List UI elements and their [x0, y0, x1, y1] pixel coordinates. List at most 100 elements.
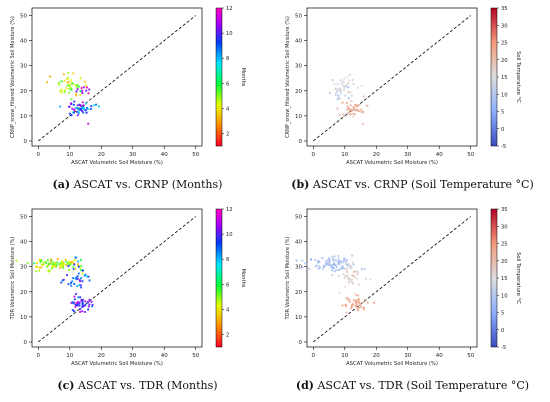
data-point	[81, 280, 84, 283]
data-point	[76, 104, 79, 107]
data-point	[66, 81, 69, 84]
data-point	[301, 266, 304, 269]
data-point	[77, 260, 80, 263]
data-point	[60, 88, 64, 91]
data-point	[66, 263, 69, 266]
data-point	[346, 298, 350, 301]
data-point	[71, 107, 74, 110]
data-point	[349, 265, 352, 268]
data-point	[48, 75, 52, 78]
data-point	[331, 255, 334, 258]
y-tick-label: 40	[295, 39, 302, 45]
data-point	[58, 262, 61, 266]
data-point	[363, 298, 366, 301]
data-point	[346, 274, 349, 277]
data-point	[345, 267, 348, 270]
data-point	[339, 89, 342, 92]
data-point	[344, 94, 347, 97]
data-point	[64, 258, 67, 261]
data-point	[356, 86, 359, 89]
data-point	[81, 272, 84, 275]
data-point	[73, 100, 76, 103]
data-point	[75, 278, 78, 281]
data-point	[351, 261, 354, 264]
data-point	[332, 257, 335, 260]
colorbar-tick-label: 10	[226, 232, 233, 238]
data-point	[344, 285, 347, 288]
data-point	[317, 267, 320, 270]
data-point	[354, 270, 357, 273]
colorbar-tick-label: 4	[226, 307, 230, 313]
data-point	[74, 256, 77, 259]
data-point	[71, 277, 75, 280]
x-tick-label: 40	[436, 152, 443, 158]
data-point	[90, 105, 93, 108]
data-point	[47, 269, 50, 272]
data-point	[71, 308, 74, 312]
data-point	[74, 267, 77, 270]
data-point	[362, 306, 365, 309]
data-point	[337, 263, 341, 266]
data-point	[78, 284, 81, 287]
x-tick-label: 10	[341, 353, 348, 359]
data-point	[77, 110, 80, 113]
data-point	[72, 103, 76, 106]
data-point	[85, 89, 88, 92]
data-point	[61, 265, 65, 269]
plot-area	[31, 208, 203, 348]
data-point	[84, 84, 87, 87]
data-point	[87, 92, 90, 95]
data-point	[60, 281, 63, 284]
data-point	[61, 279, 64, 282]
panel-d: 0 10 20 30 40 50 0 10 20 30 40 50 ASCAT Volumetric S…	[275, 201, 550, 402]
data-point	[50, 265, 54, 268]
data-point	[305, 262, 308, 266]
data-point	[82, 106, 85, 109]
y-tick-label: 30	[20, 64, 27, 70]
data-point	[357, 301, 360, 304]
data-point	[70, 98, 73, 101]
y-axis-label: CRNP_snow_filtered Volumetric Soil Moist…	[10, 16, 16, 138]
data-point	[86, 300, 90, 303]
data-point	[345, 311, 348, 314]
data-point	[344, 259, 347, 263]
data-point	[350, 94, 353, 97]
panel-c: 0 10 20 30 40 50 0 10 20 30 40 50 ASCAT Volumetric S…	[0, 201, 275, 402]
data-point	[71, 82, 74, 85]
data-point	[356, 273, 359, 276]
data-point	[81, 269, 84, 272]
data-point	[62, 73, 65, 76]
data-point	[360, 84, 363, 88]
data-point	[74, 292, 78, 296]
data-point	[345, 102, 348, 105]
data-point	[63, 91, 66, 94]
x-axis-label: ASCAT Volumetric Soil Moisture (%)	[346, 361, 438, 367]
data-point	[48, 269, 52, 272]
data-point	[59, 105, 62, 108]
colorbar-tick-label: 30	[501, 224, 508, 230]
data-point	[80, 286, 83, 289]
data-point	[45, 262, 48, 265]
data-point	[79, 310, 82, 313]
data-point	[78, 304, 81, 307]
y-tick-label: 10	[20, 114, 27, 120]
data-point	[59, 89, 62, 92]
data-point	[348, 109, 351, 112]
data-point	[72, 267, 75, 271]
data-point	[328, 258, 331, 262]
data-point	[359, 108, 363, 111]
y-tick-label: 40	[20, 39, 27, 45]
data-point	[66, 77, 69, 80]
data-point	[351, 112, 354, 115]
data-point	[308, 267, 311, 270]
data-point	[81, 89, 84, 92]
data-point	[350, 281, 354, 284]
caption-text: ASCAT vs. CRNP (Months)	[73, 178, 223, 191]
data-point	[60, 80, 63, 83]
colorbar-tick-label: 10	[501, 293, 508, 299]
data-point	[67, 282, 70, 286]
colorbar-tick-label: 2	[226, 131, 229, 137]
x-axis-label: ASCAT Volumetric Soil Moisture (%)	[71, 160, 163, 166]
scatter-chart-a: 0 10 20 30 40 50 0 10 20 30 40 50 ASCAT Volumetric S…	[10, 6, 246, 166]
x-tick-label: 20	[98, 353, 105, 359]
